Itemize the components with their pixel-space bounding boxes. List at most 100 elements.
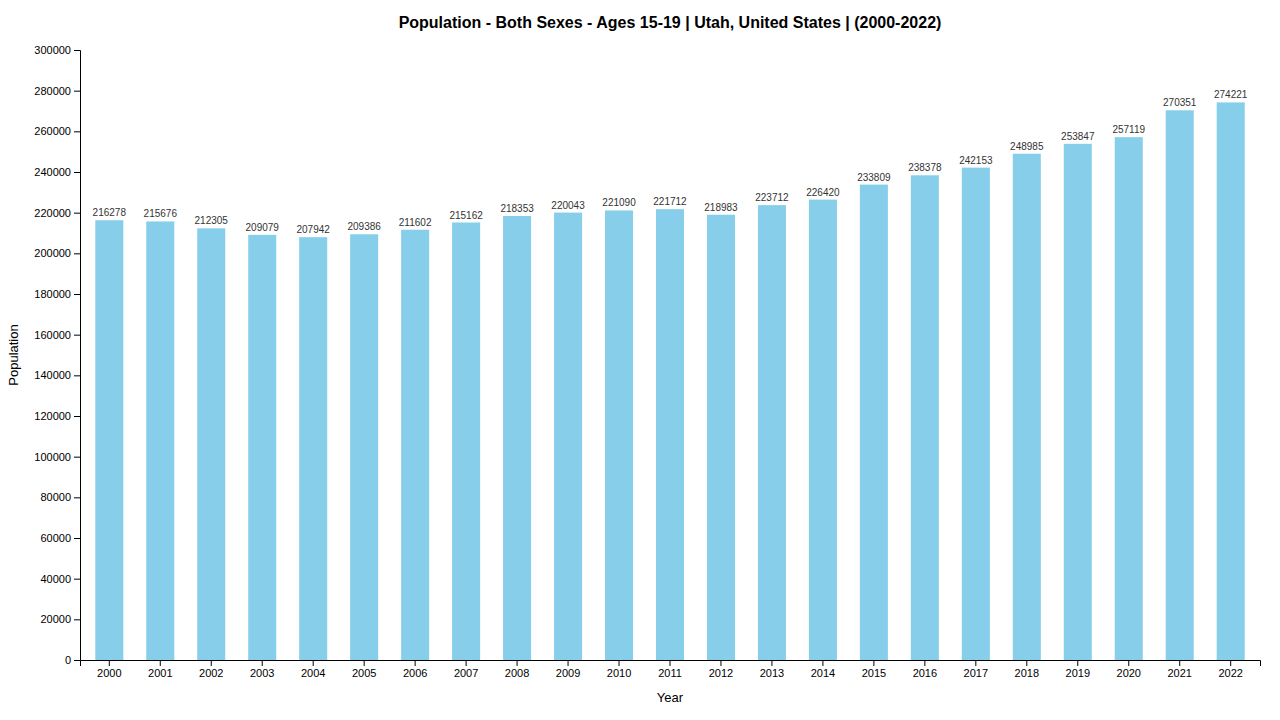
data-label: 233809 <box>857 172 891 183</box>
x-tick-label: 2007 <box>454 667 478 679</box>
x-tick-label: 2020 <box>1117 667 1141 679</box>
bar <box>758 205 786 660</box>
y-tick-label: 300000 <box>34 44 71 56</box>
y-tick: 60000 <box>40 532 80 544</box>
data-label: 212305 <box>195 215 229 226</box>
y-tick-mark <box>74 619 80 620</box>
data-label: 211602 <box>399 217 432 228</box>
y-tick: 180000 <box>34 288 80 300</box>
data-label: 274221 <box>1214 89 1248 100</box>
y-tick: 260000 <box>34 125 80 137</box>
x-tick-label: 2015 <box>862 667 886 679</box>
data-label: 238378 <box>908 162 942 173</box>
data-label: 226420 <box>806 187 840 198</box>
x-tick-mark <box>873 660 874 666</box>
x-tick: 2021 <box>1167 660 1191 679</box>
x-tick-label: 2004 <box>301 667 325 679</box>
data-label: 223712 <box>755 192 789 203</box>
y-tick-label: 40000 <box>40 573 71 585</box>
y-tick: 140000 <box>34 369 80 381</box>
y-tick-mark <box>74 213 80 214</box>
bar <box>146 221 174 660</box>
y-tick-label: 260000 <box>34 125 71 137</box>
x-tick: 2003 <box>250 660 274 679</box>
bar <box>248 235 276 660</box>
data-labels: 2162782156762123052090792079422093862116… <box>93 89 1248 235</box>
x-tick-mark <box>109 660 110 666</box>
bar <box>707 215 735 660</box>
x-tick-label: 2006 <box>403 667 427 679</box>
x-axis: 2000200120022003200420052006200720082009… <box>81 660 1261 679</box>
x-tick-label: 2014 <box>811 667 835 679</box>
x-tick-label: 2018 <box>1015 667 1039 679</box>
data-label: 218353 <box>500 203 534 214</box>
bar <box>656 209 684 660</box>
x-tick: 2019 <box>1066 660 1090 679</box>
x-tick: 2008 <box>505 660 529 679</box>
x-axis-title: Year <box>657 690 684 705</box>
bar <box>503 216 531 660</box>
x-tick-label: 2013 <box>760 667 784 679</box>
y-tick: 160000 <box>34 329 80 341</box>
x-tick: 2020 <box>1117 660 1141 679</box>
y-tick-label: 180000 <box>34 288 71 300</box>
data-label: 218983 <box>704 202 738 213</box>
x-tick-mark <box>211 660 212 666</box>
data-label: 270351 <box>1163 97 1197 108</box>
y-axis-title: Population <box>6 324 21 385</box>
x-tick-mark <box>1128 660 1129 666</box>
data-label: 253847 <box>1061 131 1095 142</box>
y-tick-mark <box>74 172 80 173</box>
chart: 2000200120022003200420052006200720082009… <box>0 0 1280 720</box>
x-tick: 2012 <box>709 660 733 679</box>
x-tick-mark <box>160 660 161 666</box>
x-tick-label: 2010 <box>607 667 631 679</box>
x-tick-label: 2019 <box>1066 667 1090 679</box>
y-tick: 200000 <box>34 247 80 259</box>
x-tick-label: 2016 <box>913 667 937 679</box>
bar <box>1166 110 1194 660</box>
data-label: 220043 <box>551 200 585 211</box>
data-label: 221090 <box>602 197 636 208</box>
x-tick-label: 2012 <box>709 667 733 679</box>
bar <box>809 200 837 660</box>
y-tick-mark <box>74 253 80 254</box>
x-tick: 2005 <box>352 660 376 679</box>
x-tick-mark <box>466 660 467 666</box>
bar <box>554 213 582 660</box>
x-tick: 2010 <box>607 660 631 679</box>
x-tick-mark <box>1077 660 1078 666</box>
x-tick-mark <box>619 660 620 666</box>
y-tick-mark <box>74 50 80 51</box>
y-tick: 0 <box>65 654 80 666</box>
plot: 2000200120022003200420052006200720082009… <box>34 44 1260 679</box>
bar <box>350 234 378 660</box>
x-tick-mark <box>415 660 416 666</box>
x-tick: 2009 <box>556 660 580 679</box>
y-tick-label: 60000 <box>40 532 71 544</box>
y-tick-mark <box>74 375 80 376</box>
x-tick-mark <box>771 660 772 666</box>
x-tick-label: 2022 <box>1218 667 1242 679</box>
y-tick-label: 120000 <box>34 410 71 422</box>
y-tick-mark <box>74 579 80 580</box>
data-label: 215162 <box>449 210 483 221</box>
bar <box>95 220 123 660</box>
y-tick-label: 100000 <box>34 451 71 463</box>
x-tick-mark <box>670 660 671 666</box>
y-tick-label: 240000 <box>34 166 71 178</box>
data-label: 216278 <box>93 207 127 218</box>
x-tick-label: 2002 <box>199 667 223 679</box>
data-label: 221712 <box>653 196 687 207</box>
bar <box>197 228 225 660</box>
x-tick-mark <box>262 660 263 666</box>
y-tick-label: 280000 <box>34 85 71 97</box>
x-tick-label: 2005 <box>352 667 376 679</box>
bar <box>1217 102 1245 660</box>
x-tick-mark <box>720 660 721 666</box>
x-tick: 2018 <box>1015 660 1039 679</box>
x-axis-line <box>81 661 1261 667</box>
x-tick: 2022 <box>1218 660 1242 679</box>
x-tick-mark <box>822 660 823 666</box>
x-tick-mark <box>517 660 518 666</box>
